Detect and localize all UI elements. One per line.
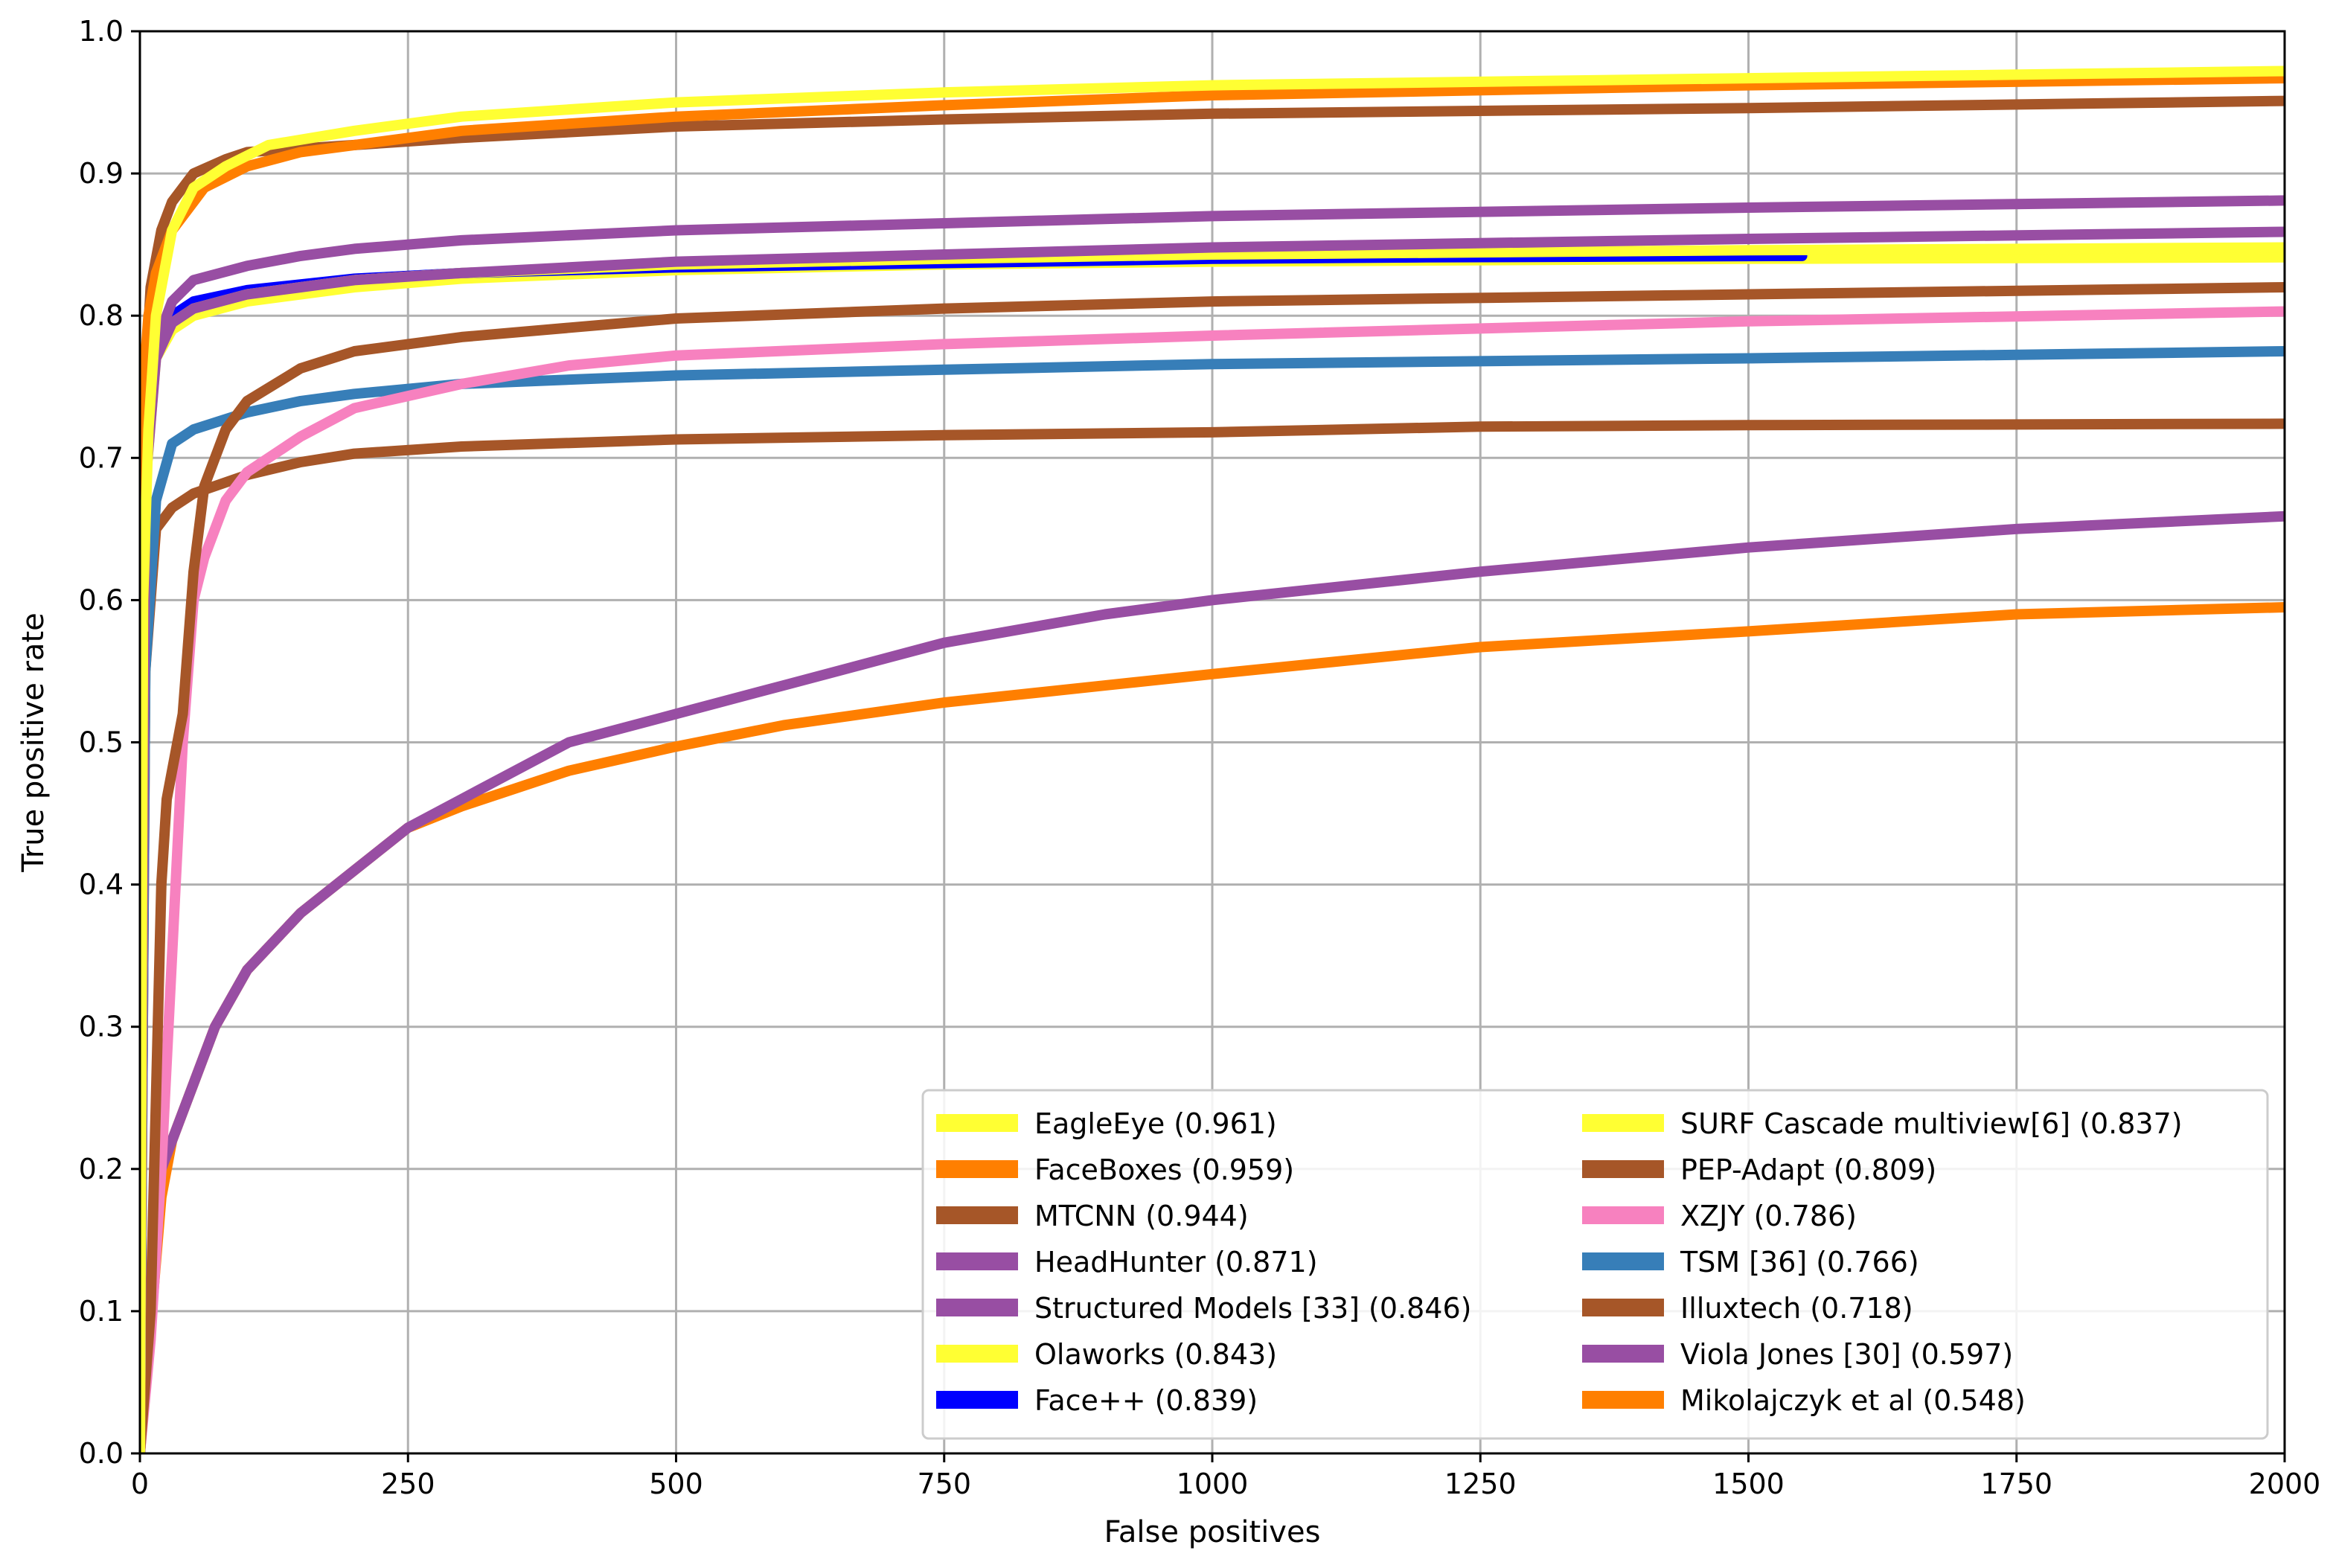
legend-entry: SURF Cascade multiview[6] (0.837) xyxy=(1582,1107,2183,1140)
x-tick-label: 500 xyxy=(649,1468,703,1500)
legend-entry: Illuxtech (0.718) xyxy=(1582,1292,1913,1325)
series-layer xyxy=(140,65,2285,1453)
legend-entry: Olaworks (0.843) xyxy=(936,1338,1277,1371)
series-line-tsm-36-0-766 xyxy=(140,346,2285,1453)
legend-entry: Mikolajczyk et al (0.548) xyxy=(1582,1384,2026,1417)
legend-entry: MTCNN (0.944) xyxy=(936,1200,1249,1232)
x-tick-label: 0 xyxy=(131,1468,149,1500)
legend-entry: Viola Jones [30] (0.597) xyxy=(1582,1338,2013,1371)
x-tick-label: 1750 xyxy=(1980,1468,2052,1500)
legend-label: XZJY (0.786) xyxy=(1680,1200,1857,1232)
legend-entry: FaceBoxes (0.959) xyxy=(936,1153,1294,1186)
series-line-eagleeye-0-961 xyxy=(140,65,2285,1453)
legend-label: TSM [36] (0.766) xyxy=(1680,1246,1919,1279)
y-tick-label: 0.2 xyxy=(79,1153,124,1185)
y-tick-label: 0.9 xyxy=(79,157,124,190)
legend-label: FaceBoxes (0.959) xyxy=(1034,1153,1294,1186)
legend-entry: PEP-Adapt (0.809) xyxy=(1582,1153,1936,1186)
legend-label: Face++ (0.839) xyxy=(1034,1384,1258,1417)
legend-entry: HeadHunter (0.871) xyxy=(936,1246,1318,1279)
y-tick-label: 0.1 xyxy=(79,1295,124,1328)
y-tick-label: 0.4 xyxy=(79,868,124,901)
legend: EagleEye (0.961) FaceBoxes (0.959) MTCNN (… xyxy=(921,1089,2269,1440)
legend-label: Mikolajczyk et al (0.548) xyxy=(1680,1384,2026,1417)
legend-label: EagleEye (0.961) xyxy=(1034,1107,1277,1140)
x-tick-label: 2000 xyxy=(2249,1468,2321,1500)
y-axis-label: True positive rate xyxy=(16,612,51,873)
legend-label: Structured Models [33] (0.846) xyxy=(1034,1292,1471,1325)
y-tick-label: 0.5 xyxy=(79,726,124,759)
legend-entry: XZJY (0.786) xyxy=(1582,1200,1857,1232)
x-tick-label: 1250 xyxy=(1444,1468,1517,1500)
legend-label: MTCNN (0.944) xyxy=(1034,1200,1249,1232)
legend-label: Viola Jones [30] (0.597) xyxy=(1680,1338,2013,1371)
tick-layer: 0 250 500 750 1000 1250 1500 1750 2000 0.0 0.1 0.2 0… xyxy=(79,15,2321,1500)
x-tick-label: 750 xyxy=(917,1468,971,1500)
y-tick-label: 1.0 xyxy=(79,15,124,48)
y-tick-label: 0.0 xyxy=(79,1437,124,1470)
legend-label: PEP-Adapt (0.809) xyxy=(1680,1153,1936,1186)
legend-label: Illuxtech (0.718) xyxy=(1680,1292,1913,1325)
series-line-viola-jones-30-0-597 xyxy=(140,511,2285,1453)
y-tick-label: 0.8 xyxy=(79,299,124,332)
x-tick-label: 250 xyxy=(381,1468,435,1500)
y-tick-label: 0.6 xyxy=(79,583,124,616)
legend-entry: Structured Models [33] (0.846) xyxy=(936,1292,1471,1325)
legend-label: Olaworks (0.843) xyxy=(1034,1338,1277,1371)
legend-label: HeadHunter (0.871) xyxy=(1034,1246,1318,1279)
series-line-illuxtech-0-718 xyxy=(140,418,2285,1453)
y-tick-label: 0.7 xyxy=(79,441,124,474)
legend-entry: TSM [36] (0.766) xyxy=(1582,1246,1919,1279)
legend-entry: Face++ (0.839) xyxy=(936,1384,1258,1417)
x-axis-label: False positives xyxy=(1104,1515,1321,1549)
legend-label: SURF Cascade multiview[6] (0.837) xyxy=(1680,1107,2183,1140)
series-line-faceboxes-0-959 xyxy=(140,73,2285,1453)
x-tick-label: 1000 xyxy=(1177,1468,1249,1500)
y-tick-label: 0.3 xyxy=(79,1011,124,1043)
legend-entry: EagleEye (0.961) xyxy=(936,1107,1277,1140)
series-line-pep-adapt-0-809 xyxy=(140,282,2285,1453)
x-tick-label: 1500 xyxy=(1712,1468,1785,1500)
series-line-xzjy-0-786 xyxy=(140,306,2285,1453)
